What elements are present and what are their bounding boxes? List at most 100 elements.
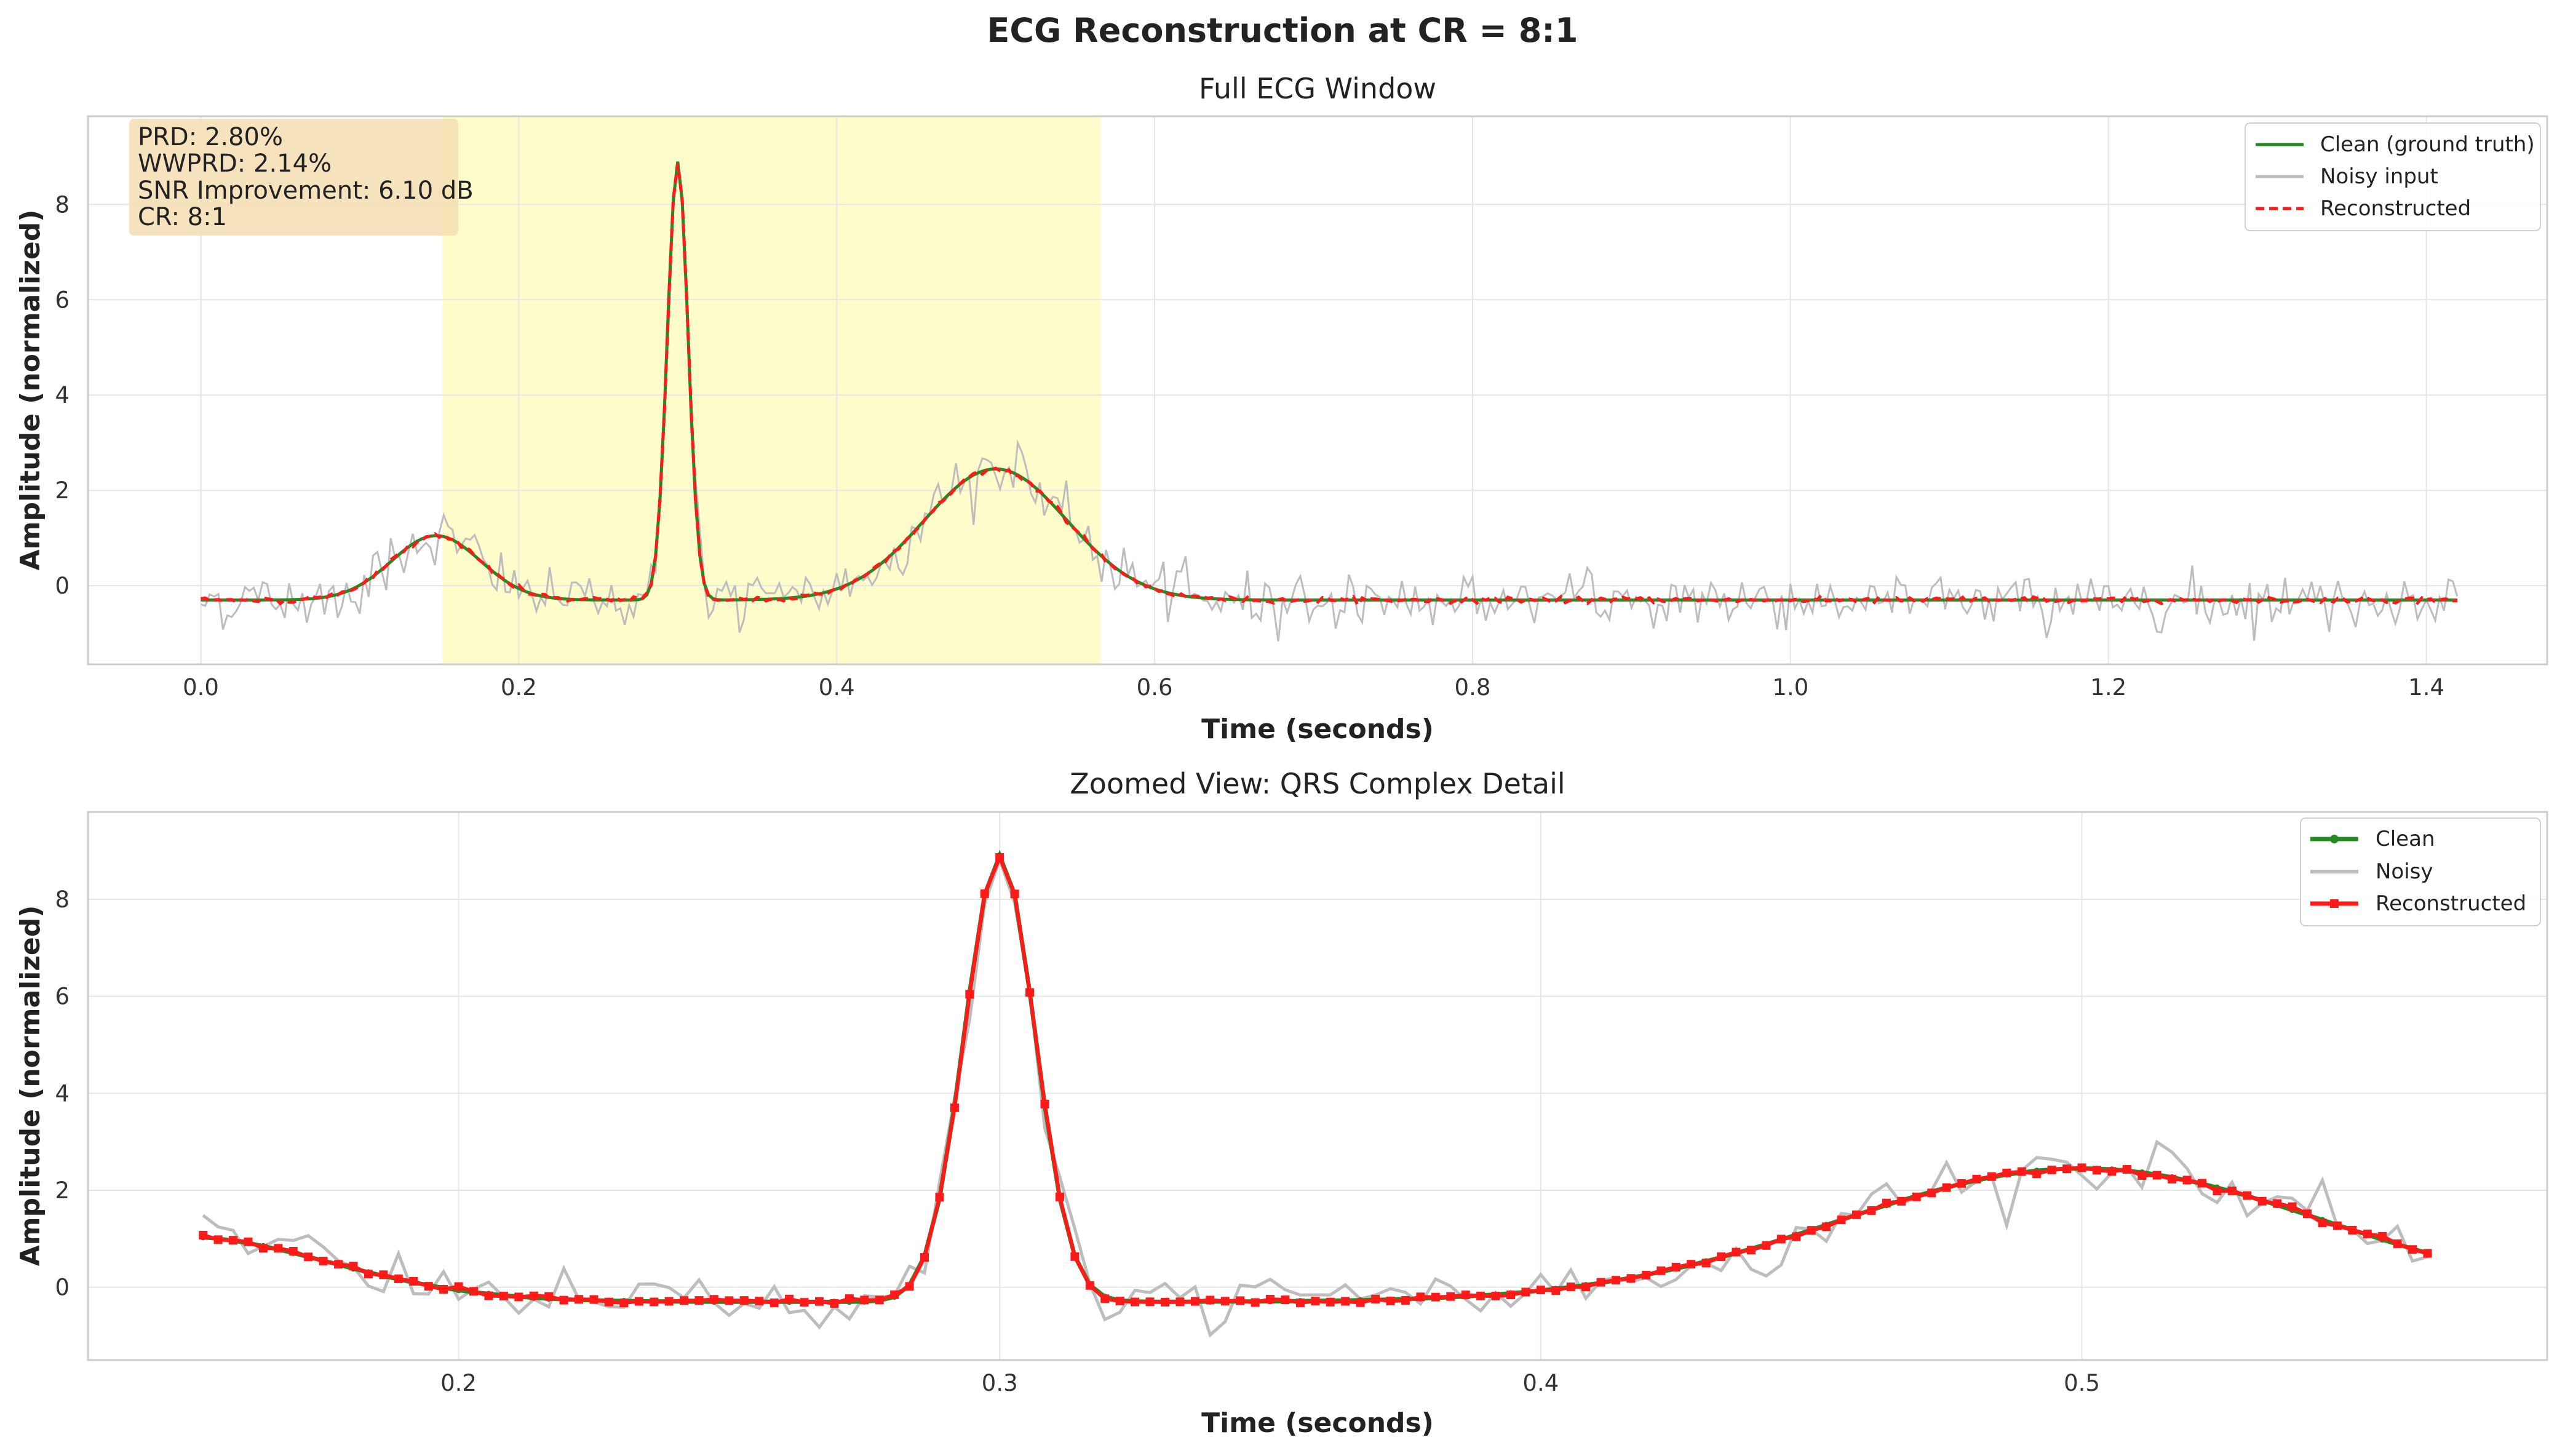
x-tick-label: 0.4 <box>1522 1370 1559 1396</box>
reconstructed-point <box>1717 1252 1726 1262</box>
x-tick-label: 1.0 <box>1772 674 1808 701</box>
reconstructed-point <box>1867 1206 1876 1215</box>
reconstructed-point <box>229 1236 238 1245</box>
x-tick-label: 1.4 <box>2408 674 2444 701</box>
reconstructed-point <box>905 1282 914 1291</box>
reconstructed-point <box>1987 1172 1996 1181</box>
reconstructed-point <box>499 1292 508 1301</box>
reconstructed-point <box>800 1298 809 1307</box>
reconstructed-point <box>1972 1174 1981 1183</box>
reconstructed-point <box>1220 1297 1230 1306</box>
reconstructed-point <box>2182 1176 2192 1185</box>
x-tick-label: 0.6 <box>1137 674 1173 701</box>
reconstructed-point <box>709 1295 718 1304</box>
reconstructed-point <box>2032 1169 2042 1179</box>
reconstructed-point <box>2273 1199 2282 1208</box>
reconstructed-point <box>1025 988 1035 997</box>
y-axis-label: Amplitude (normalized) <box>15 905 46 1267</box>
x-tick-label: 0.2 <box>440 1370 477 1396</box>
reconstructed-point <box>1792 1232 1801 1241</box>
panel-title: Zoomed View: QRS Complex Detail <box>1070 767 1565 800</box>
y-tick-label: 6 <box>55 984 70 1010</box>
reconstructed-point <box>379 1270 388 1279</box>
panel-title: Full ECG Window <box>1199 72 1436 105</box>
reconstructed-point <box>1776 1235 1786 1244</box>
reconstructed-point <box>409 1276 418 1286</box>
y-tick-label: 8 <box>55 886 70 913</box>
reconstructed-point <box>2122 1165 2131 1174</box>
reconstructed-point <box>1175 1297 1185 1307</box>
reconstructed-point <box>1326 1297 1335 1307</box>
reconstructed-point <box>1476 1291 1485 1300</box>
reconstructed-point <box>995 853 1004 862</box>
metrics-box: PRD: 2.80% WWPRD: 2.14% SNR Improvement:… <box>129 119 474 236</box>
reconstructed-point <box>1055 1192 1064 1201</box>
y-tick-labels: 0 2 4 6 8 <box>55 886 70 1301</box>
reconstructed-point <box>2318 1218 2327 1227</box>
reconstructed-point <box>364 1270 373 1279</box>
reconstructed-point <box>755 1297 764 1306</box>
reconstructed-point <box>1115 1297 1124 1306</box>
reconstructed-point <box>1266 1295 1275 1304</box>
x-tick-label: 0.2 <box>501 674 537 701</box>
y-tick-label: 0 <box>55 1275 70 1301</box>
x-tick-label: 0.3 <box>982 1370 1018 1396</box>
reconstructed-point <box>1596 1278 1605 1287</box>
reconstructed-point <box>1641 1271 1650 1280</box>
reconstructed-point <box>920 1253 929 1262</box>
reconstructed-point <box>680 1296 689 1305</box>
reconstructed-point <box>2152 1171 2161 1180</box>
reconstructed-point <box>2213 1187 2222 1196</box>
reconstructed-point <box>1010 889 1019 899</box>
y-tick-label: 4 <box>55 1080 70 1107</box>
reconstructed-point <box>244 1237 253 1246</box>
reconstructed-point <box>2107 1167 2117 1176</box>
metric-cr: CR: 8:1 <box>138 203 227 231</box>
reconstructed-point <box>634 1297 643 1306</box>
x-axis-label: Time (seconds) <box>1201 1407 1434 1439</box>
reconstructed-point <box>1882 1198 1891 1207</box>
reconstructed-point <box>1612 1276 1621 1285</box>
reconstructed-point <box>529 1291 538 1300</box>
metric-snr: SNR Improvement: 6.10 dB <box>138 177 474 205</box>
reconstructed-point <box>950 1103 959 1112</box>
y-tick-label: 0 <box>55 573 70 599</box>
reconstructed-point <box>1461 1291 1470 1300</box>
reconstructed-point <box>2408 1245 2417 1254</box>
legend-label-clean: Clean (ground truth) <box>2320 132 2535 157</box>
y-axis-label: Amplitude (normalized) <box>15 210 46 571</box>
reconstructed-point <box>2243 1191 2252 1200</box>
reconstructed-point <box>725 1296 734 1305</box>
reconstructed-point <box>1251 1298 1260 1307</box>
full-ecg-panel: 0.0 0.2 0.4 0.6 0.8 1.0 1.2 1.4 0 2 4 6 8 Full ECG … <box>15 72 2548 745</box>
reconstructed-point <box>739 1296 749 1305</box>
metric-wwprd: WWPRD: 2.14% <box>138 149 332 178</box>
x-axis-label: Time (seconds) <box>1201 714 1434 745</box>
reconstructed-point <box>1446 1292 1455 1301</box>
reconstructed-point <box>830 1299 839 1308</box>
legend-label-clean: Clean <box>2376 827 2435 851</box>
reconstructed-point <box>1386 1297 1395 1306</box>
reconstructed-point <box>514 1292 523 1302</box>
reconstructed-point <box>2138 1171 2147 1180</box>
reconstructed-point <box>1837 1215 1846 1225</box>
series-noisy-line <box>202 854 2428 1338</box>
series-lines <box>201 161 2459 642</box>
reconstructed-point <box>845 1294 854 1303</box>
reconstructed-point <box>1281 1295 1290 1305</box>
reconstructed-point <box>2423 1249 2432 1258</box>
reconstructed-point <box>2257 1196 2267 1206</box>
reconstructed-point <box>2047 1165 2056 1174</box>
y-tick-label: 4 <box>55 382 70 408</box>
reconstructed-point <box>650 1297 659 1307</box>
axes-frame <box>87 115 2548 666</box>
reconstructed-point <box>875 1295 884 1305</box>
legend-marker-reconstructed <box>2330 899 2339 908</box>
y-tick-label: 6 <box>55 287 70 313</box>
series-lines <box>199 849 2432 1338</box>
legend-label-reconstructed: Reconstructed <box>2376 891 2526 916</box>
reconstructed-point <box>1401 1295 1410 1305</box>
reconstructed-point <box>860 1295 869 1305</box>
reconstructed-point <box>2348 1225 2357 1235</box>
reconstructed-point <box>1897 1196 1906 1206</box>
